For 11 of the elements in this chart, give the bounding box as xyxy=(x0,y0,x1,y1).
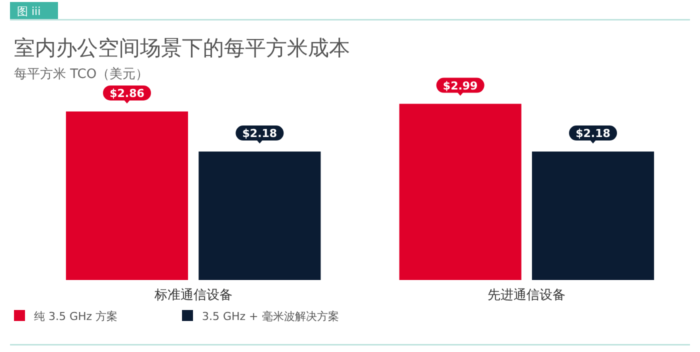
legend-label: 3.5 GHz + 毫米波解决方案 xyxy=(202,310,339,323)
data-label: $2.86 xyxy=(110,86,145,100)
chart-subtitle: 每平方米 TCO（美元） xyxy=(14,66,149,82)
x-tick-label: 标准通信设备 xyxy=(153,288,232,303)
x-tick-label: 先进通信设备 xyxy=(488,288,566,303)
chart-title: 室内办公空间场景下的每平方米成本 xyxy=(14,36,350,60)
data-label: $2.18 xyxy=(242,127,278,140)
text: 图 iii xyxy=(17,5,41,18)
data-label: $2.99 xyxy=(442,79,478,92)
legend-label: 纯 3.5 GHz 方案 xyxy=(34,310,118,323)
data-label: $2.18 xyxy=(576,127,610,140)
